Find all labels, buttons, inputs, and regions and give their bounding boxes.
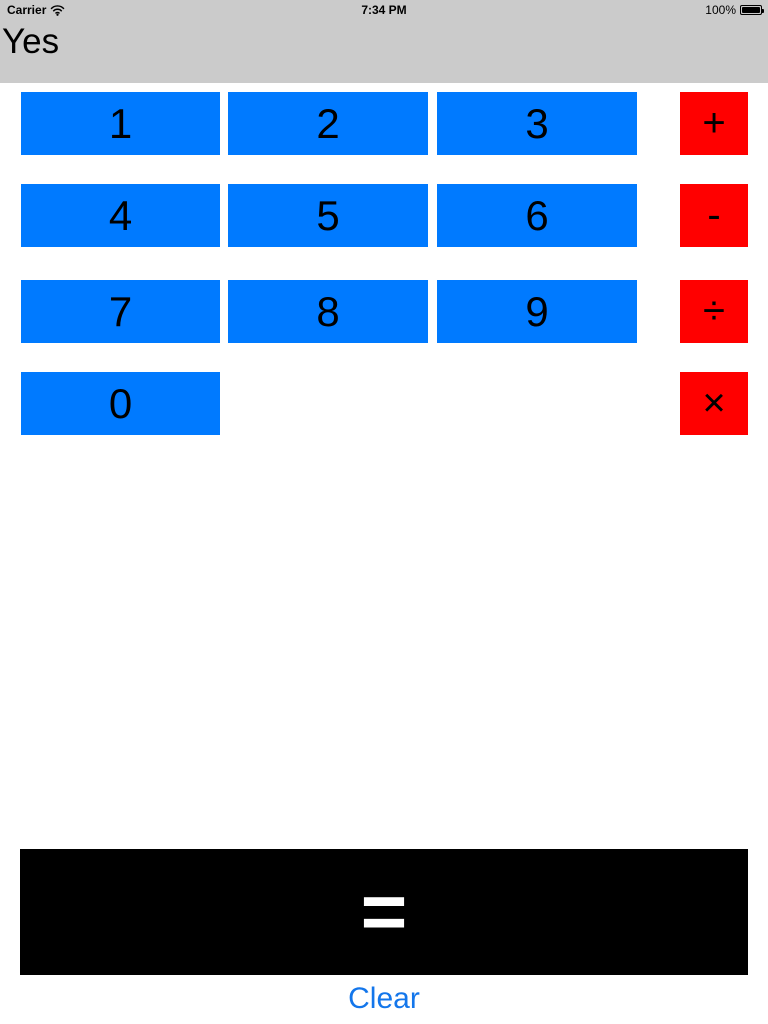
- status-left: Carrier: [7, 0, 65, 20]
- status-right: 100%: [705, 0, 764, 20]
- header: Carrier 7:34 PM 100% Yes: [0, 0, 768, 83]
- digit-button-0[interactable]: 0: [21, 372, 220, 435]
- clear-button[interactable]: Clear: [0, 981, 768, 1017]
- digit-button-3[interactable]: 3: [437, 92, 637, 155]
- operator-button-subtract[interactable]: -: [680, 184, 748, 247]
- digit-button-7[interactable]: 7: [21, 280, 220, 343]
- digit-button-5[interactable]: 5: [228, 184, 428, 247]
- digit-button-9[interactable]: 9: [437, 280, 637, 343]
- page-title: Yes: [2, 22, 60, 61]
- battery-full-icon: [740, 5, 764, 15]
- wifi-icon: [50, 4, 65, 16]
- digit-button-6[interactable]: 6: [437, 184, 637, 247]
- status-bar: Carrier 7:34 PM 100%: [0, 0, 768, 20]
- digit-button-1[interactable]: 1: [21, 92, 220, 155]
- digit-button-4[interactable]: 4: [21, 184, 220, 247]
- operator-button-add[interactable]: +: [680, 92, 748, 155]
- equals-button[interactable]: =: [20, 849, 748, 975]
- battery-percent-label: 100%: [705, 3, 736, 17]
- carrier-label: Carrier: [7, 3, 47, 17]
- digit-button-2[interactable]: 2: [228, 92, 428, 155]
- operator-button-multiply[interactable]: ×: [680, 372, 748, 435]
- digit-button-8[interactable]: 8: [228, 280, 428, 343]
- status-time: 7:34 PM: [361, 3, 407, 17]
- operator-button-divide[interactable]: ÷: [680, 280, 748, 343]
